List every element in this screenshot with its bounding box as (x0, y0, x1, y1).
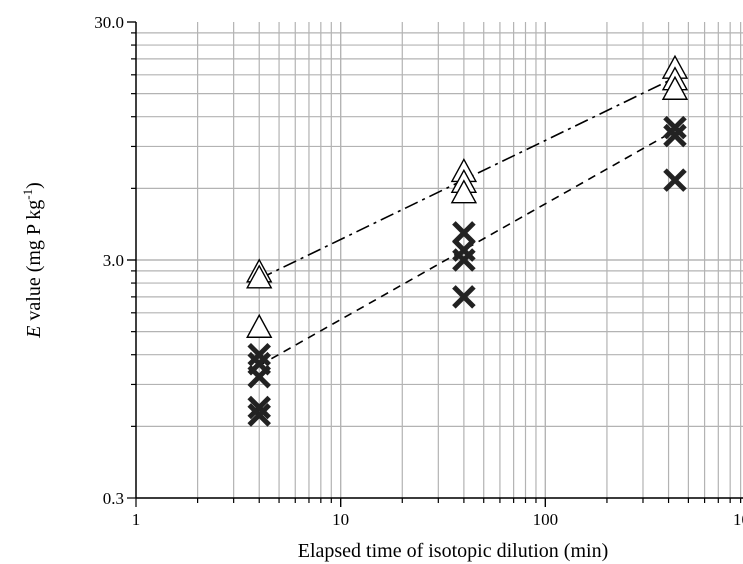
x-tick-label: 100 (533, 510, 559, 529)
cross-point (452, 221, 476, 245)
cross-point (247, 403, 271, 427)
grid (136, 22, 743, 499)
x-tick-label: 1 (132, 510, 141, 529)
data-points (246, 54, 689, 427)
cross-stroke (452, 221, 476, 245)
cross-stroke (663, 115, 687, 140)
cross-point (663, 115, 687, 140)
cross-point (247, 364, 271, 389)
fit-line-series-1 (258, 76, 676, 280)
cross-point (452, 285, 476, 309)
y-axis-label-text: value (mg P kg (23, 200, 45, 326)
triangle-point (450, 179, 478, 204)
y-axis-label-italic: E (23, 326, 45, 339)
y-tick-label: 3.0 (103, 251, 124, 270)
cross-stroke (247, 403, 271, 427)
y-tick-label: 30.0 (94, 13, 124, 32)
y-axis-label-sup: -1 (20, 189, 35, 200)
triangle-point (661, 75, 689, 100)
cross-point (663, 168, 687, 192)
cross-stroke (247, 342, 271, 367)
cross-point (452, 248, 476, 272)
y-axis-label-close: ) (23, 182, 45, 189)
cross-stroke (452, 285, 476, 309)
tick-labels: 1 10 100 1000 0.3 3.0 30.0 (94, 13, 743, 529)
y-tick-label: 0.3 (103, 489, 124, 508)
cross-stroke (452, 248, 476, 272)
cross-stroke (247, 395, 271, 420)
cross-stroke (663, 123, 687, 148)
fit-lines (258, 76, 676, 367)
y-axis-label: E value (mg P kg-1) (20, 182, 45, 339)
cross-point (247, 342, 271, 367)
cross-point (247, 395, 271, 420)
cross-stroke (663, 168, 687, 192)
triangle-point (246, 264, 273, 289)
cross-point (663, 123, 687, 148)
axes (127, 21, 743, 507)
x-tick-label: 1000 (733, 510, 743, 529)
x-tick-label: 10 (332, 510, 349, 529)
triangle-point (246, 313, 273, 338)
x-axis-label: Elapsed time of isotopic dilution (min) (298, 540, 609, 562)
cross-stroke (247, 364, 271, 389)
